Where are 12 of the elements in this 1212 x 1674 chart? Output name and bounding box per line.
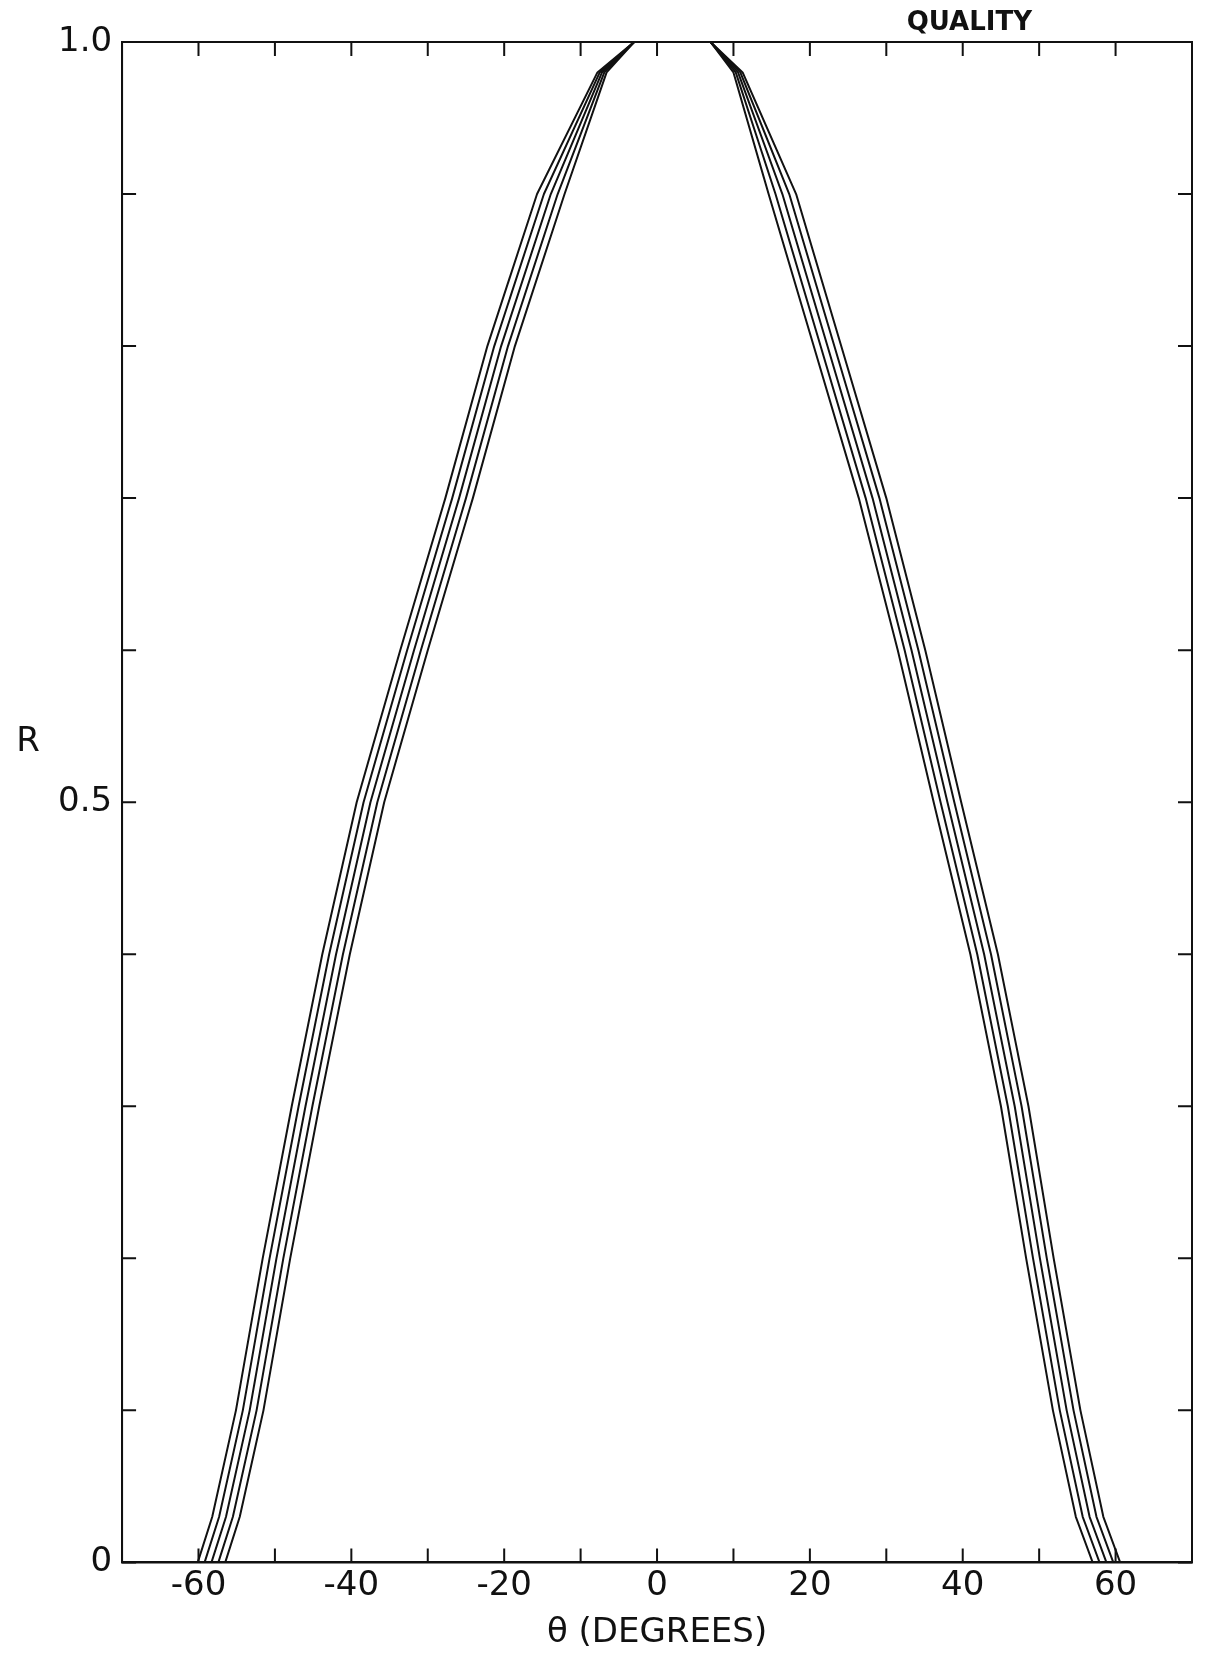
text: QUALITY (906, 5, 1034, 36)
x-tick-label: 60 (1093, 1562, 1138, 1603)
y-axis-title: R (16, 719, 40, 760)
x-tick-label: -40 (323, 1562, 380, 1603)
x-tick-label: -60 (170, 1562, 227, 1603)
x-axis-title: θ (DEGREES) (546, 1610, 768, 1651)
y-tick-label: 1.0 (57, 18, 113, 59)
x-tick-label: -20 (476, 1562, 532, 1603)
y-tick-label: 0.5 (57, 779, 113, 820)
x-tick-label: 40 (941, 1562, 985, 1603)
x-tick-label: 0 (646, 1562, 668, 1603)
x-tick-label: 20 (788, 1562, 832, 1603)
